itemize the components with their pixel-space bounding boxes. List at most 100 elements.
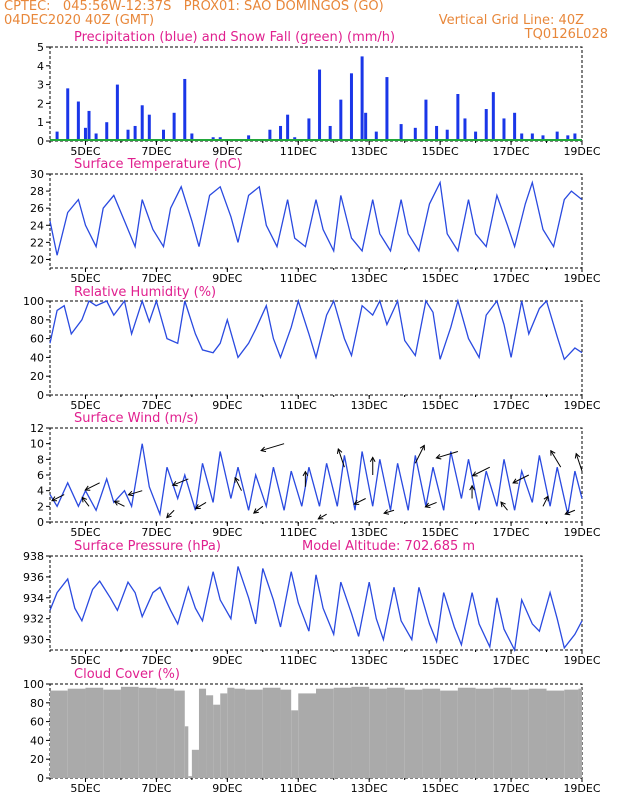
x-tick-label: 13DEC — [351, 654, 388, 667]
x-tick-label: 17DEC — [493, 145, 530, 158]
cloud-bar — [50, 690, 68, 778]
precip-bar — [445, 129, 449, 141]
x-tick-label: 17DEC — [493, 654, 530, 667]
wind-arrow-shaft — [383, 509, 395, 514]
precip-bar — [360, 56, 364, 141]
x-tick-label: 19DEC — [563, 526, 600, 539]
cloud-bar — [422, 688, 441, 778]
wind-arrow-shaft — [542, 496, 549, 507]
wind-arrow-shaft — [414, 445, 425, 464]
precip-bar — [385, 77, 389, 141]
wind-arrow-shaft — [425, 501, 437, 508]
wind-arrow-shaft — [575, 453, 583, 472]
y-tick-label: 40 — [30, 351, 44, 364]
precip-bar — [105, 122, 109, 141]
wind-arrow-head — [574, 452, 581, 459]
x-tick-label: 9DEC — [212, 654, 242, 667]
precip-bar — [566, 135, 570, 141]
x-tick-label: 19DEC — [563, 272, 600, 285]
x-tick-label: 11DEC — [280, 145, 317, 158]
panel-title: Relative Humidity (%) — [74, 285, 216, 300]
panel-frame — [49, 555, 583, 651]
x-tick-label: 5DEC — [70, 654, 100, 667]
wind-arrow-head — [369, 456, 376, 463]
precip-bar — [541, 135, 545, 141]
y-tick-label: 30 — [30, 168, 44, 181]
y-tick-label: 5 — [37, 41, 44, 54]
cloud-bar — [316, 688, 334, 778]
y-tick-label: 20 — [30, 753, 44, 766]
cloud-bar — [198, 688, 207, 778]
x-tick-label: 7DEC — [141, 526, 171, 539]
panel-frame — [49, 300, 583, 396]
wind-arrow-shaft — [166, 509, 175, 518]
wind-arrow-head — [166, 512, 172, 519]
cloud-bar — [220, 693, 228, 778]
x-tick-label: 13DEC — [351, 782, 388, 795]
y-tick-label: 100 — [23, 295, 44, 308]
panel-6: Cloud Cover (%) 0 20 40 60 80 100 5DEC 7DEC 9DEC 1… — [23, 667, 601, 795]
cloud-bar — [85, 687, 104, 778]
wind-arrow-head — [512, 478, 519, 484]
panel-title: Surface Pressure (hPa) — [74, 539, 221, 554]
precip-bar — [474, 131, 478, 141]
wind-arrow-head — [171, 480, 178, 487]
wind-arrow-head — [127, 490, 134, 497]
wind-arrow-head — [550, 449, 556, 456]
x-tick-label: 5DEC — [70, 399, 100, 412]
wind-arrow-shaft — [550, 450, 562, 468]
precip-bar — [126, 129, 130, 141]
y-tick-label: 80 — [30, 697, 44, 710]
cloud-bar — [440, 690, 458, 778]
wind-arrow-head — [234, 476, 240, 483]
wind-arrow-head — [81, 496, 88, 503]
wind-arrow-shaft — [565, 509, 576, 515]
wind-arrow-shaft — [85, 482, 100, 491]
wind-arrow-shaft — [436, 451, 459, 459]
precip-bar — [491, 92, 495, 141]
x-tick-label: 5DEC — [70, 526, 100, 539]
cloud-bar — [546, 690, 565, 778]
x-tick-label: 9DEC — [212, 399, 242, 412]
precip-bar — [520, 133, 524, 141]
x-tick-label: 9DEC — [212, 272, 242, 285]
wind-arrow-shaft — [253, 505, 264, 514]
y-tick-label: 932 — [23, 613, 44, 626]
x-tick-label: 19DEC — [563, 145, 600, 158]
panel-title: Surface Temperature (nC) — [74, 157, 242, 172]
panel-title: Surface Wind (m/s) — [74, 411, 198, 426]
x-tick-label: 7DEC — [141, 782, 171, 795]
wind-arrow-head — [317, 514, 324, 520]
series-line — [49, 180, 583, 256]
precip-bar — [318, 69, 322, 141]
x-tick-label: 15DEC — [422, 399, 459, 412]
y-tick-label: 100 — [23, 678, 44, 691]
y-tick-label: 2 — [37, 500, 44, 513]
precip-bar — [286, 114, 290, 141]
y-tick-label: 0 — [37, 389, 44, 402]
precip-bar — [76, 101, 80, 141]
precip-bar — [190, 133, 194, 141]
y-tick-label: 26 — [30, 202, 44, 215]
header-grid-note: Vertical Grid Line: 40Z — [438, 13, 584, 28]
precip-bar — [573, 133, 577, 141]
y-tick-label: 0 — [37, 516, 44, 529]
x-tick-label: 11DEC — [280, 782, 317, 795]
precip-bar — [374, 131, 378, 141]
y-tick-label: 0 — [37, 135, 44, 148]
y-tick-label: 40 — [30, 734, 44, 747]
y-tick-label: 4 — [37, 485, 44, 498]
cloud-bar — [156, 688, 175, 778]
x-tick-label: 17DEC — [493, 526, 530, 539]
x-tick-label: 11DEC — [280, 399, 317, 412]
precip-bar — [140, 105, 144, 141]
precip-bar — [115, 84, 119, 141]
precip-bar — [87, 110, 91, 141]
panel-2: Surface Temperature (nC) 20 22 24 26 28 30 5DEC… — [30, 157, 601, 285]
wind-arrow-head — [564, 509, 571, 516]
cloud-bar — [291, 710, 299, 778]
x-tick-label: 9DEC — [212, 526, 242, 539]
panel-5: Surface Pressure (hPa) Model Altitude: 70… — [23, 539, 601, 667]
precip-bar — [133, 125, 137, 141]
